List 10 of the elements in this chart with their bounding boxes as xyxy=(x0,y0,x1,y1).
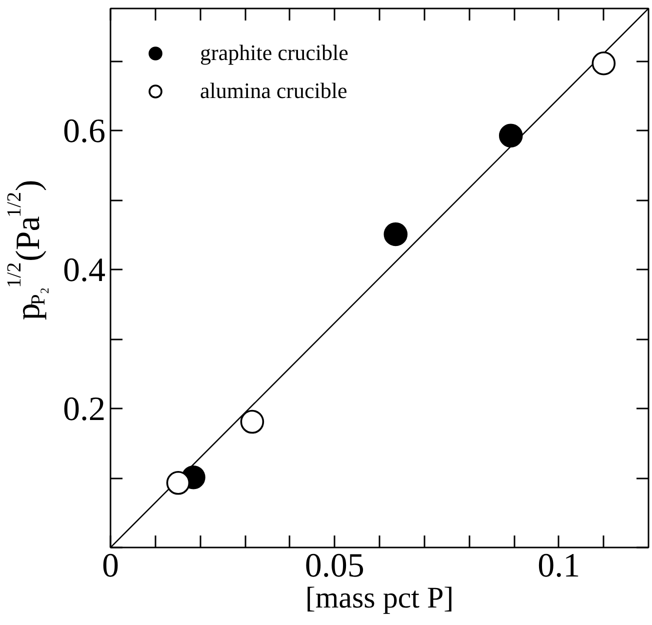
x-tick-label: 0 xyxy=(102,548,119,584)
y-axis-title: pP₂1/2(Pa1/2) xyxy=(4,180,50,320)
legend-label: graphite crucible xyxy=(200,40,348,66)
x-axis-title: [mass pct P] xyxy=(305,582,454,614)
y-tick-label: 0.6 xyxy=(63,113,106,150)
y-tick-label: 0.2 xyxy=(63,391,106,428)
x-tick-label: 0.1 xyxy=(538,548,580,584)
legend-label: alumina crucible xyxy=(200,78,348,104)
x-tick-label: 0.05 xyxy=(304,548,364,584)
y-tick-label: 0.4 xyxy=(63,252,106,290)
